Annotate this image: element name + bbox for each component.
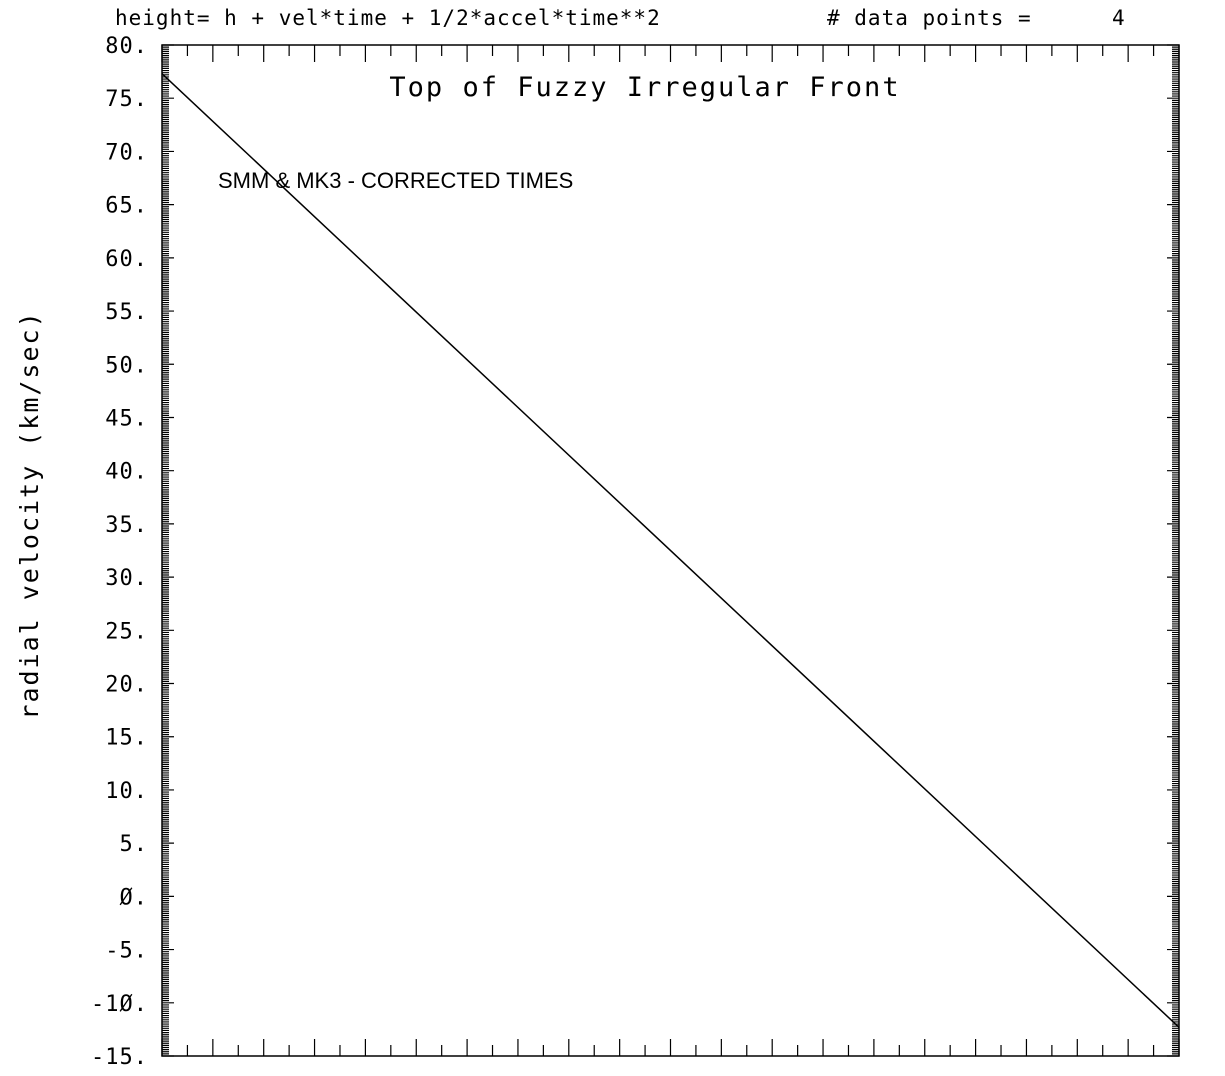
y-tick-label: 10. [105, 779, 148, 804]
y-tick-label: 40. [105, 460, 148, 485]
y-axis-label: radial velocity (km/sec) [15, 310, 44, 719]
y-tick-label: 60. [105, 247, 148, 272]
header-points-label: # data points = [827, 6, 1032, 30]
y-tick-label: -5. [105, 939, 148, 964]
y-tick-label: 30. [105, 566, 148, 591]
chart-annotation: SMM & MK3 - CORRECTED TIMES [218, 168, 573, 193]
chart-title: Top of Fuzzy Irregular Front [389, 72, 900, 103]
header-points-value: 4 [1112, 6, 1125, 30]
axis-ticks [161, 44, 1180, 1057]
y-tick-label: Ø. [120, 885, 149, 910]
y-tick-label: 20. [105, 673, 148, 698]
y-tick-label: 55. [105, 300, 148, 325]
y-tick-label: 70. [105, 140, 148, 165]
y-tick-label: 5. [120, 832, 149, 857]
y-tick-label: 15. [105, 726, 148, 751]
y-tick-label: -1Ø. [91, 992, 148, 1017]
header-equation: height= h + vel*time + 1/2*accel*time**2 [115, 6, 661, 30]
y-tick-label: 80. [105, 34, 148, 59]
y-tick-label: 65. [105, 194, 148, 219]
y-tick-labels: 80. 75. 70. 65. 60. 55. 50. 45. 40. 35. 30. 25. 20. 1… [91, 34, 149, 1070]
tick-marks [161, 44, 1180, 1057]
y-tick-label: -15. [91, 1045, 148, 1070]
y-tick-label: 50. [105, 353, 148, 378]
series-line [161, 73, 1180, 1028]
y-tick-label: 75. [105, 87, 148, 112]
series-group [161, 73, 1180, 1028]
y-tick-label: 45. [105, 407, 148, 432]
y-tick-label: 35. [105, 513, 148, 538]
y-tick-label: 25. [105, 619, 148, 644]
